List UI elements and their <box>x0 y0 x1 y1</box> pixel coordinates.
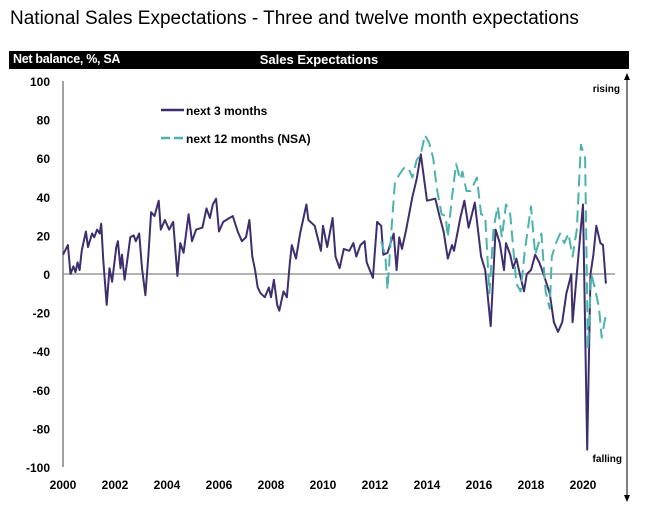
x-tick-label: 2020 <box>570 478 597 492</box>
arrow-up-icon <box>624 73 630 80</box>
legend-label: next 12 months (NSA) <box>186 132 311 146</box>
y-tick-label: -100 <box>26 461 50 475</box>
x-tick-label: 2006 <box>206 478 233 492</box>
y-tick-label: 60 <box>37 152 51 166</box>
y-tick-label: -20 <box>33 307 51 321</box>
series-line-2 <box>380 134 607 351</box>
x-tick-label: 2010 <box>310 478 337 492</box>
annotation-falling: falling <box>593 454 622 465</box>
chart-header-bar <box>9 51 629 69</box>
y-tick-label: -60 <box>33 384 51 398</box>
series-line-1 <box>62 153 607 451</box>
x-tick-label: 2000 <box>50 478 77 492</box>
y-tick-label: 100 <box>30 75 50 89</box>
x-tick-label: 2012 <box>362 478 389 492</box>
y-tick-label: 0 <box>43 268 50 282</box>
y-tick-label: 20 <box>37 229 51 243</box>
page-title: National Sales Expectations - Three and … <box>10 8 579 29</box>
legend-label: next 3 months <box>186 104 268 118</box>
x-tick-label: 2002 <box>102 478 129 492</box>
arrow-down-icon <box>624 495 630 502</box>
x-tick-label: 2016 <box>466 478 493 492</box>
annotation-rising: rising <box>593 84 620 95</box>
x-tick-label: 2014 <box>414 478 441 492</box>
y-tick-label: -40 <box>33 345 51 359</box>
chart-title: Sales Expectations <box>259 52 379 67</box>
y-tick-label: 80 <box>37 114 51 128</box>
x-tick-label: 2018 <box>518 478 545 492</box>
y-tick-label: -80 <box>33 422 51 436</box>
y-tick-label: 40 <box>37 191 51 205</box>
x-tick-label: 2004 <box>154 478 181 492</box>
x-tick-label: 2008 <box>258 478 285 492</box>
y-axis-label: Net balance, %, SA <box>13 52 121 66</box>
